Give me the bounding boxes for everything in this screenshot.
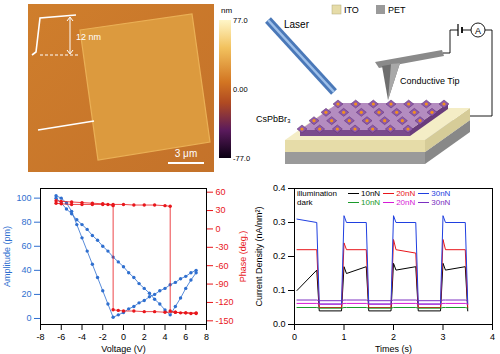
svg-text:Phase (deg.): Phase (deg.) (238, 231, 248, 283)
svg-text:1: 1 (341, 332, 346, 342)
svg-text:60: 60 (21, 241, 31, 251)
svg-text:4: 4 (162, 332, 167, 342)
svg-text:80: 80 (21, 217, 31, 227)
html-text:10nN: 10nN (361, 198, 381, 207)
html-text:20nN: 20nN (396, 189, 416, 198)
svg-text:20: 20 (21, 289, 31, 299)
svg-text:0.4: 0.4 (273, 183, 286, 193)
svg-text:nm: nm (221, 6, 232, 15)
svg-text:30: 30 (216, 205, 226, 215)
svg-text:100: 100 (16, 193, 31, 203)
svg-text:0: 0 (216, 224, 221, 234)
svg-text:3 μm: 3 μm (175, 148, 197, 159)
svg-text:2: 2 (142, 332, 147, 342)
svg-text:8: 8 (204, 332, 209, 342)
svg-text:4: 4 (490, 332, 495, 342)
svg-text:3: 3 (440, 332, 445, 342)
svg-text:-60: -60 (216, 261, 229, 271)
svg-text:60: 60 (216, 187, 226, 197)
svg-text:-77.0: -77.0 (233, 154, 250, 163)
svg-text:40: 40 (21, 265, 31, 275)
svg-text:CsPbBr₃: CsPbBr₃ (256, 114, 291, 124)
svg-text:Times (s): Times (s) (375, 344, 412, 354)
svg-text:12 nm: 12 nm (76, 32, 101, 42)
svg-text:0: 0 (26, 313, 31, 323)
svg-text:2: 2 (391, 332, 396, 342)
svg-text:0.1: 0.1 (273, 285, 286, 295)
svg-text:Amplitude (pm): Amplitude (pm) (2, 226, 12, 287)
html-text:30nN: 30nN (431, 189, 451, 198)
svg-text:Conductive Tip: Conductive Tip (400, 76, 460, 86)
svg-text:-150: -150 (216, 316, 234, 326)
svg-text:Current Density (nA/nm²): Current Density (nA/nm²) (254, 206, 264, 306)
svg-text:0: 0 (121, 332, 126, 342)
svg-text:0: 0 (292, 332, 297, 342)
svg-text:-90: -90 (216, 279, 229, 289)
svg-text:Voltage (V): Voltage (V) (101, 344, 146, 354)
svg-text:-2: -2 (99, 332, 107, 342)
svg-text:-120: -120 (216, 297, 234, 307)
html-text:20nN: 20nN (396, 198, 416, 207)
svg-text:A: A (475, 26, 481, 36)
svg-text:0.00: 0.00 (233, 85, 248, 94)
svg-text:-8: -8 (36, 332, 44, 342)
svg-text:-6: -6 (57, 332, 65, 342)
svg-text:ITO: ITO (344, 5, 359, 15)
html-text:dark: dark (297, 198, 313, 207)
svg-text:Laser: Laser (284, 19, 310, 30)
svg-text:-30: -30 (216, 242, 229, 252)
svg-text:0.3: 0.3 (273, 217, 286, 227)
svg-text:-4: -4 (78, 332, 86, 342)
svg-text:0.0: 0.0 (273, 319, 286, 329)
svg-text:PET: PET (388, 5, 406, 15)
html-text:illumination: illumination (297, 189, 337, 198)
html-text:10nN: 10nN (361, 189, 381, 198)
html-text:30nN: 30nN (431, 198, 451, 207)
svg-text:6: 6 (183, 332, 188, 342)
svg-text:0.2: 0.2 (273, 251, 286, 261)
svg-text:77.0: 77.0 (233, 16, 248, 25)
